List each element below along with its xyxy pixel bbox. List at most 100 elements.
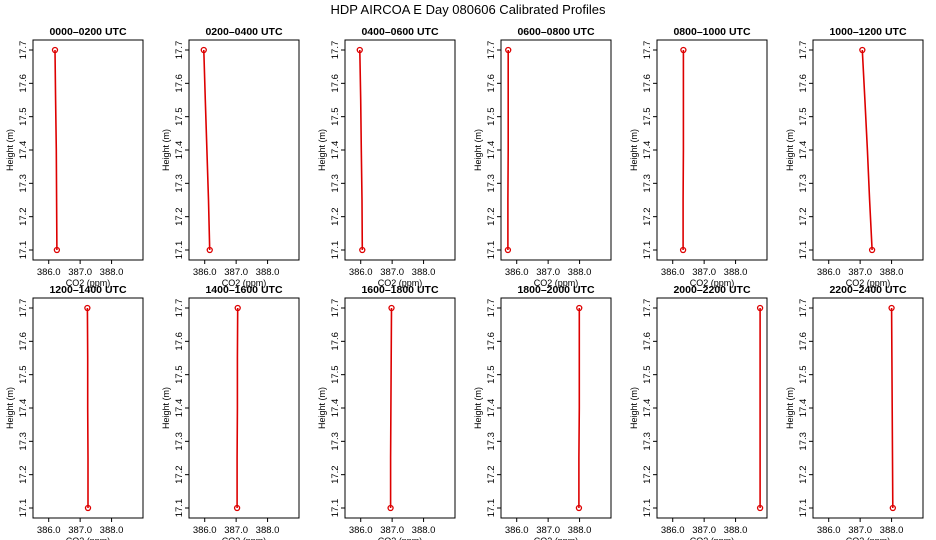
y-tick-label: 17.5 — [174, 365, 185, 384]
y-axis-label: Height (m) — [317, 129, 327, 171]
x-tick-label: 386.0 — [349, 525, 373, 536]
x-tick-label: 387.0 — [380, 267, 404, 278]
panel-title: 2200–2400 UTC — [829, 284, 906, 296]
y-tick-label: 17.5 — [18, 365, 29, 384]
y-tick-label: 17.2 — [18, 207, 29, 226]
y-tick-label: 17.4 — [330, 141, 341, 160]
y-tick-label: 17.4 — [798, 141, 809, 160]
y-tick-label: 17.1 — [330, 241, 341, 260]
y-tick-label: 17.2 — [642, 465, 653, 484]
x-tick-label: 388.0 — [256, 267, 280, 278]
y-tick-label: 17.3 — [330, 432, 341, 451]
y-tick-label: 17.6 — [174, 332, 185, 351]
y-tick-label: 17.4 — [486, 141, 497, 160]
y-tick-label: 17.2 — [174, 465, 185, 484]
y-tick-label: 17.5 — [174, 107, 185, 126]
y-tick-label: 17.6 — [642, 74, 653, 93]
y-tick-label: 17.6 — [642, 332, 653, 351]
y-tick-label: 17.1 — [18, 499, 29, 518]
y-tick-label: 17.3 — [174, 174, 185, 193]
profile-marker — [359, 246, 366, 254]
y-tick-label: 17.7 — [486, 299, 497, 318]
profile-marker — [868, 246, 876, 254]
y-axis-label: Height (m) — [5, 129, 15, 171]
profile-marker — [575, 504, 583, 512]
y-tick-label: 17.6 — [18, 332, 29, 351]
y-tick-label: 17.3 — [18, 432, 29, 451]
profile-marker — [51, 46, 59, 54]
y-tick-label: 17.1 — [642, 499, 653, 518]
y-tick-label: 17.6 — [330, 74, 341, 93]
profile-line — [359, 49, 364, 251]
y-tick-label: 17.2 — [330, 465, 341, 484]
x-tick-label: 386.0 — [505, 525, 529, 536]
profile-marker — [84, 504, 92, 512]
x-tick-label: 388.0 — [568, 525, 592, 536]
y-tick-label: 17.2 — [798, 465, 809, 484]
x-tick-label: 387.0 — [848, 525, 872, 536]
x-tick-label: 387.0 — [68, 525, 92, 536]
plot-frame — [656, 297, 768, 519]
y-tick-label: 17.2 — [486, 465, 497, 484]
profile-marker — [576, 304, 583, 312]
y-tick-label: 17.4 — [174, 141, 185, 160]
y-tick-label: 17.7 — [642, 41, 653, 60]
x-tick-label: 387.0 — [68, 267, 92, 278]
y-tick-label: 17.7 — [330, 299, 341, 318]
y-tick-label: 17.4 — [330, 399, 341, 418]
x-tick-label: 388.0 — [412, 267, 436, 278]
x-tick-label: 387.0 — [536, 267, 560, 278]
y-tick-label: 17.4 — [18, 399, 29, 418]
plot-frame — [344, 297, 456, 519]
y-tick-label: 17.6 — [18, 74, 29, 93]
plot-frame — [812, 297, 924, 519]
y-tick-label: 17.3 — [174, 432, 185, 451]
plot-frame — [500, 297, 612, 519]
panel-title: 1600–1800 UTC — [361, 284, 438, 296]
y-tick-label: 17.6 — [798, 74, 809, 93]
panel-title: 0000–0200 UTC — [49, 26, 126, 38]
y-tick-label: 17.1 — [486, 499, 497, 518]
profile-marker — [387, 504, 394, 512]
x-axis-label: CO2 (ppm) — [378, 536, 423, 540]
profile-marker — [859, 46, 866, 54]
x-tick-label: 387.0 — [848, 267, 872, 278]
x-tick-label: 386.0 — [505, 267, 529, 278]
y-tick-label: 17.6 — [486, 332, 497, 351]
y-tick-label: 17.3 — [18, 174, 29, 193]
y-tick-label: 17.7 — [642, 299, 653, 318]
profile-marker — [679, 246, 687, 254]
panel-title: 1400–1600 UTC — [205, 284, 282, 296]
profile-marker — [504, 246, 512, 254]
profile-marker — [505, 46, 512, 54]
y-tick-label: 17.7 — [798, 41, 809, 60]
y-tick-label: 17.7 — [174, 41, 185, 60]
profile-line — [54, 49, 58, 251]
panel-title: 0400–0600 UTC — [361, 26, 438, 38]
x-tick-label: 386.0 — [349, 267, 373, 278]
y-tick-label: 17.7 — [18, 299, 29, 318]
profile-marker — [888, 304, 895, 312]
y-tick-label: 17.7 — [486, 41, 497, 60]
y-tick-label: 17.2 — [486, 207, 497, 226]
y-tick-label: 17.6 — [330, 332, 341, 351]
y-tick-label: 17.5 — [642, 107, 653, 126]
x-tick-label: 387.0 — [692, 267, 716, 278]
profile-line — [203, 49, 211, 251]
profile-marker — [84, 304, 91, 312]
y-tick-label: 17.6 — [486, 74, 497, 93]
x-tick-label: 388.0 — [724, 267, 748, 278]
y-tick-label: 17.2 — [642, 207, 653, 226]
y-tick-label: 17.3 — [486, 432, 497, 451]
y-tick-label: 17.3 — [486, 174, 497, 193]
x-axis-label: CO2 (ppm) — [846, 278, 891, 288]
y-tick-label: 17.1 — [330, 499, 341, 518]
y-tick-label: 17.1 — [174, 241, 185, 260]
profile-marker — [206, 246, 213, 254]
y-tick-label: 17.3 — [798, 174, 809, 193]
y-tick-label: 17.1 — [642, 241, 653, 260]
x-tick-label: 387.0 — [224, 525, 248, 536]
y-tick-label: 17.2 — [798, 207, 809, 226]
profile-marker — [756, 304, 764, 312]
